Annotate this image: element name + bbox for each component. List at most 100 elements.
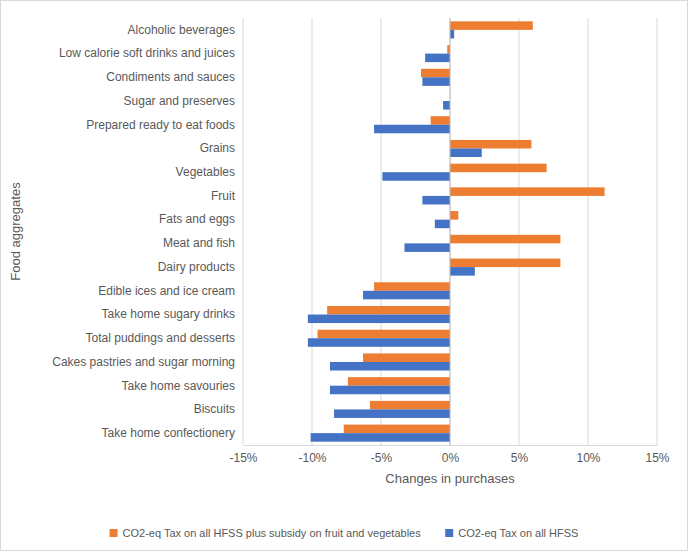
tick-label: -10% <box>298 451 326 465</box>
tick-label: Total puddings and desserts <box>86 331 235 345</box>
tick-label: Meat and fish <box>163 236 235 250</box>
tick: -15% <box>229 445 257 465</box>
y-axis-title: Food aggregates <box>8 182 23 281</box>
tick-label: Dairy products <box>158 260 235 274</box>
tick-label: Prepared ready to eat foods <box>86 118 235 132</box>
bar <box>370 401 450 410</box>
tick-label: Condiments and sauces <box>106 70 235 84</box>
tick: Grains <box>200 141 243 155</box>
tick: 5% <box>511 445 529 465</box>
grid-line <box>519 18 520 445</box>
bar <box>311 433 450 442</box>
tick: Take home savouries <box>122 379 243 393</box>
tick: Meat and fish <box>163 236 243 250</box>
tick: Low calorie soft drinks and juices <box>59 46 243 60</box>
grid-line <box>657 18 658 445</box>
bar <box>450 140 531 149</box>
bars <box>308 21 605 441</box>
bar <box>330 386 450 395</box>
bar <box>443 101 450 110</box>
tick-label: Low calorie soft drinks and juices <box>59 46 235 60</box>
tick-label: Fruit <box>211 189 236 203</box>
legend: CO2-eq Tax on all HFSS plus subsidy on f… <box>110 527 579 539</box>
bar <box>450 30 454 39</box>
bar <box>318 330 450 339</box>
bar <box>308 315 450 324</box>
bar <box>450 267 475 276</box>
tick-label: Cakes pastries and sugar morning <box>52 355 235 369</box>
tick-label: Edible ices and ice cream <box>98 284 235 298</box>
tick-label: Biscuits <box>194 402 235 416</box>
x-axis-title: Changes in purchases <box>385 471 515 486</box>
bar <box>450 259 560 268</box>
bar <box>422 77 450 86</box>
tick: Fruit <box>211 189 243 203</box>
tick: Vegetables <box>176 165 243 179</box>
tick: -5% <box>371 445 393 465</box>
tick: Total puddings and desserts <box>86 331 243 345</box>
grid-line <box>450 18 451 445</box>
bar <box>422 196 450 205</box>
x-axis: -15% -10% -5% 0% 5% 10% 15% <box>229 445 669 465</box>
bar <box>431 116 450 125</box>
zero-line <box>450 18 451 445</box>
legend-label: CO2-eq Tax on all HFSS <box>458 527 578 539</box>
grid-line <box>243 18 244 445</box>
tick: Edible ices and ice cream <box>98 284 243 298</box>
bar <box>404 243 450 252</box>
bar <box>363 353 450 362</box>
bar <box>327 306 450 315</box>
bar <box>450 211 458 220</box>
series <box>318 21 605 433</box>
tick-label: Fats and eggs <box>159 212 235 226</box>
legend-item: CO2-eq Tax on all HFSS <box>445 527 578 539</box>
grid-line <box>312 18 313 445</box>
bar <box>421 69 450 78</box>
bar <box>425 54 450 63</box>
bar <box>382 172 450 181</box>
tick-label: Take home savouries <box>122 379 235 393</box>
tick: Biscuits <box>194 402 243 416</box>
tick-label: 0% <box>442 451 460 465</box>
tick: Condiments and sauces <box>106 70 243 84</box>
tick-label: Take home confectionery <box>102 426 235 440</box>
tick: 0% <box>442 445 460 465</box>
legend-item: CO2-eq Tax on all HFSS plus subsidy on f… <box>110 527 422 539</box>
axis-line <box>243 19 244 446</box>
tick-label: Take home sugary drinks <box>102 307 235 321</box>
tick: 15% <box>645 445 669 465</box>
tick-label: -5% <box>371 451 393 465</box>
legend-label: CO2-eq Tax on all HFSS plus subsidy on f… <box>123 527 422 539</box>
grid <box>243 18 657 445</box>
bar <box>435 220 450 229</box>
bar <box>334 409 450 418</box>
plot: -15% -10% -5% 0% 5% 10% 15% Alcoholic beverages… <box>52 18 670 465</box>
y-axis: Alcoholic beveragesLow calorie soft drin… <box>52 19 243 446</box>
tick-label: 5% <box>511 451 529 465</box>
tick: Cakes pastries and sugar morning <box>52 355 243 369</box>
tick-label: Vegetables <box>176 165 235 179</box>
legend-swatch <box>110 529 118 537</box>
legend-swatch <box>445 529 453 537</box>
bar <box>450 21 533 30</box>
bar <box>330 362 450 371</box>
bar <box>450 187 605 196</box>
tick: 10% <box>576 445 600 465</box>
chart: -15% -10% -5% 0% 5% 10% 15% Alcoholic beverages… <box>0 0 688 551</box>
tick: Sugar and preserves <box>124 94 243 108</box>
bar <box>450 164 547 173</box>
bar <box>450 148 482 157</box>
bar <box>344 425 450 434</box>
tick-label: 10% <box>576 451 600 465</box>
tick-label: Sugar and preserves <box>124 94 235 108</box>
tick: Fats and eggs <box>159 212 243 226</box>
bar <box>363 291 450 300</box>
bar <box>374 125 450 134</box>
bar <box>308 338 450 347</box>
tick-label: -15% <box>229 451 257 465</box>
tick-label: 15% <box>645 451 669 465</box>
chart-frame <box>1 1 688 551</box>
tick: Dairy products <box>158 260 243 274</box>
tick: Prepared ready to eat foods <box>86 118 243 132</box>
bar <box>348 377 450 386</box>
